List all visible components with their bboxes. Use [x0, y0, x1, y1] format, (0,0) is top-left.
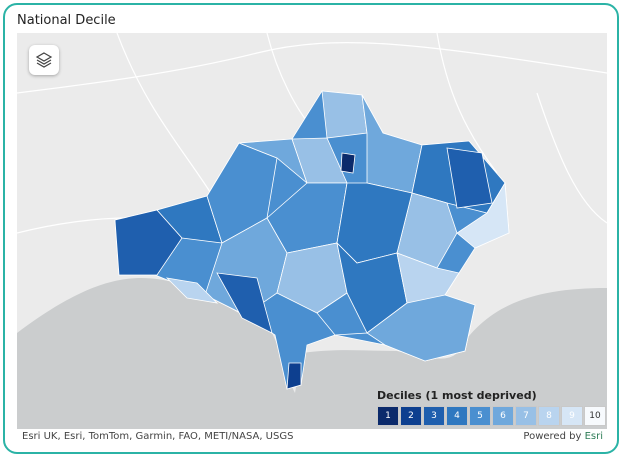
legend: Deciles (1 most deprived) 1 2 3 4 5 6 7 8 9 10 [377, 389, 607, 426]
powered-by-text: Powered by [523, 431, 582, 442]
legend-swatch: 4 [446, 406, 468, 426]
legend-swatch: 10 [584, 406, 606, 426]
attribution: Esri UK, Esri, TomTom, Garmin, FAO, METI… [22, 431, 294, 442]
layers-button[interactable] [29, 45, 59, 75]
esri-link[interactable]: Esri [584, 431, 603, 442]
legend-swatches: 1 2 3 4 5 6 7 8 9 10 [377, 406, 607, 426]
map[interactable]: Deciles (1 most deprived) 1 2 3 4 5 6 7 8 9 10 [17, 33, 607, 429]
roads [17, 33, 607, 234]
regions [114, 90, 510, 390]
layers-icon [35, 52, 53, 68]
sea [17, 278, 607, 429]
powered-by: Powered by Esri [523, 431, 603, 442]
legend-swatch: 6 [492, 406, 514, 426]
legend-swatch: 9 [561, 406, 583, 426]
card-title: National Decile [17, 13, 116, 28]
legend-swatch: 5 [469, 406, 491, 426]
legend-swatch: 3 [423, 406, 445, 426]
map-card: National Decile [3, 3, 619, 454]
legend-swatch: 7 [515, 406, 537, 426]
attribution-bar: Esri UK, Esri, TomTom, Garmin, FAO, METI… [17, 429, 607, 445]
basemap [17, 33, 607, 429]
legend-swatch: 2 [400, 406, 422, 426]
legend-title: Deciles (1 most deprived) [377, 389, 537, 402]
legend-swatch: 1 [377, 406, 399, 426]
legend-swatch: 8 [538, 406, 560, 426]
